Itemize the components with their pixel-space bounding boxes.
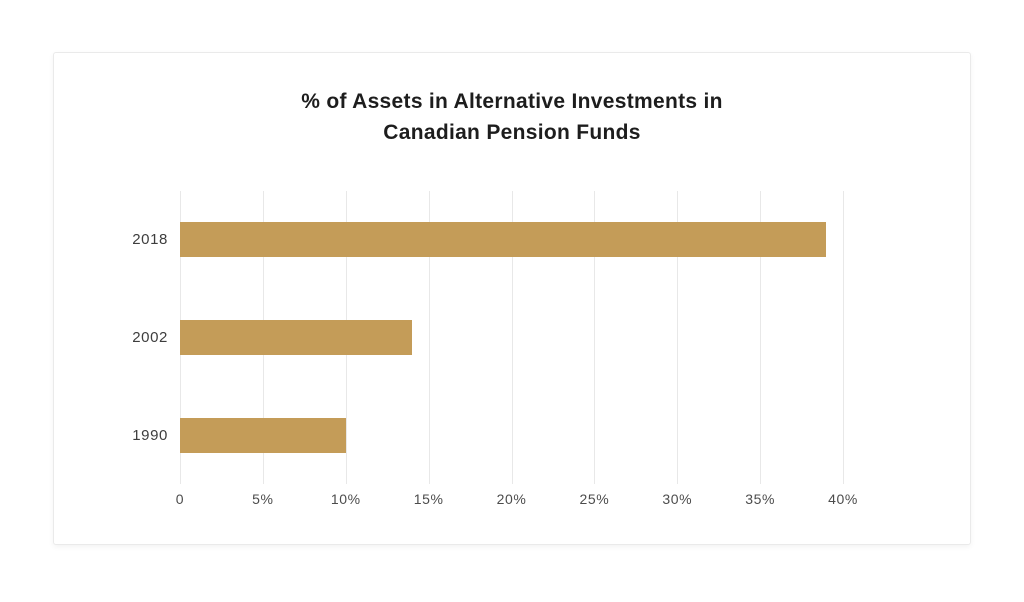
x-axis-labels: 0 5% 10% 15% 20% 25% 30% 35% 40% (176, 491, 858, 511)
bar-2018 (180, 222, 827, 258)
x-tick-label: 20% (496, 491, 527, 507)
x-tick-label: 15% (413, 491, 444, 507)
x-tick-label: 35% (745, 491, 776, 507)
x-tick-label: 0 (175, 491, 185, 507)
gridline (511, 191, 513, 484)
bar-1990 (180, 417, 346, 453)
y-axis-labels: 2018 2002 1990 (54, 191, 168, 484)
bar-2002 (180, 320, 413, 355)
y-category-label: 2018 (132, 231, 168, 249)
x-tick-label: 10% (330, 491, 361, 507)
gridline (594, 191, 596, 484)
chart-title-line: Canadian Pension Funds (383, 121, 641, 144)
gridline (843, 191, 844, 484)
x-tick-label: 25% (579, 491, 610, 507)
x-tick-label: 5% (252, 491, 274, 507)
gridline (760, 191, 762, 484)
y-category-label: 2002 (132, 328, 168, 346)
gridline (428, 191, 430, 484)
y-category-label: 1990 (132, 426, 168, 444)
x-tick-label: 40% (828, 491, 858, 507)
chart-card: % of Assets in Alternative Investments i… (53, 52, 971, 545)
chart-title: % of Assets in Alternative Investments i… (54, 86, 970, 148)
chart-title-line: % of Assets in Alternative Investments i… (301, 90, 723, 113)
gridline (677, 191, 679, 484)
x-tick-label: 30% (662, 491, 693, 507)
plot-area (180, 191, 844, 484)
